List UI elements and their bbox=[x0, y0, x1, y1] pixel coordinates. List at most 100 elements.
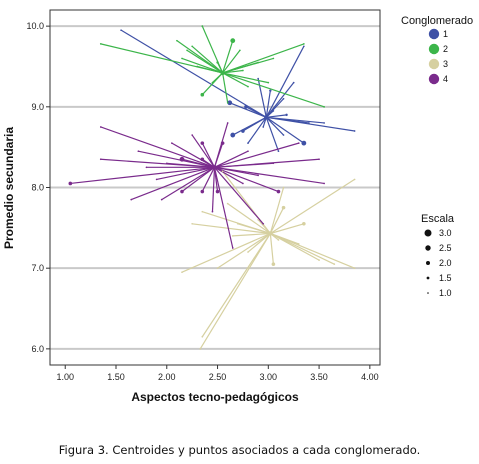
cluster-2-point bbox=[201, 25, 204, 27]
cluster-2-point bbox=[323, 105, 325, 108]
cluster-4-point bbox=[276, 189, 281, 194]
cluster-2-link bbox=[222, 69, 243, 74]
y-axis-title: Promedio secundaria bbox=[2, 127, 16, 249]
cluster-1-link bbox=[265, 46, 305, 118]
cluster-4-link bbox=[214, 166, 259, 176]
cluster-2-link bbox=[222, 72, 249, 88]
cluster-1-link bbox=[265, 90, 271, 118]
cluster-3-point bbox=[353, 267, 356, 270]
size-legend-label: 2.0 bbox=[439, 258, 452, 268]
size-legend-label: 1.5 bbox=[439, 273, 452, 283]
cluster-4-link bbox=[191, 134, 215, 168]
cluster-2-point bbox=[272, 57, 275, 60]
size-legend-label: 2.5 bbox=[439, 243, 452, 253]
cluster-3-link bbox=[199, 233, 271, 350]
cluster-4-link bbox=[214, 166, 264, 225]
gridlines bbox=[50, 25, 380, 350]
cluster-1-centroid bbox=[264, 115, 269, 120]
cluster-1-point bbox=[303, 45, 305, 48]
cluster-3-link bbox=[201, 233, 271, 338]
cluster-1-link bbox=[247, 116, 267, 144]
cluster-1-point bbox=[292, 81, 295, 84]
cluster-4-point bbox=[99, 158, 102, 161]
cluster-4-point bbox=[211, 210, 214, 213]
cluster-4-link bbox=[156, 166, 215, 181]
cluster-3-point bbox=[277, 239, 280, 241]
cluster-4-link bbox=[100, 126, 215, 168]
cluster-3-link bbox=[232, 232, 271, 237]
cluster-1-link bbox=[232, 116, 267, 136]
cluster-3-centroid bbox=[268, 231, 273, 236]
cluster-2-point bbox=[230, 38, 236, 44]
x-tick-label: 2.00 bbox=[158, 372, 176, 382]
cluster-3-point bbox=[282, 186, 285, 189]
cluster-2-link bbox=[222, 72, 229, 103]
cluster-2-centroid bbox=[220, 70, 225, 76]
cluster-1-point bbox=[282, 97, 285, 100]
cluster-2-point bbox=[181, 57, 183, 60]
cluster-3-point bbox=[201, 210, 204, 213]
legend-label-3: 3 bbox=[443, 59, 448, 69]
cluster-4-link bbox=[181, 158, 215, 168]
cluster-2-point bbox=[267, 81, 270, 84]
x-tick-label: 2.50 bbox=[209, 372, 227, 382]
cluster-3-link bbox=[270, 232, 335, 265]
cluster-3-point bbox=[181, 271, 183, 274]
cluster-4-link bbox=[211, 167, 216, 212]
cluster-2-link bbox=[222, 40, 234, 74]
cluster-3-link bbox=[181, 232, 271, 273]
cluster-3-point bbox=[216, 267, 219, 270]
cluster-3-point bbox=[231, 235, 234, 237]
cluster-4-point bbox=[200, 141, 205, 145]
x-tick-label: 1.00 bbox=[56, 372, 74, 382]
cluster-4-link bbox=[214, 166, 279, 193]
cluster-3-link bbox=[227, 203, 271, 234]
cluster-4-link bbox=[70, 166, 215, 185]
cluster-1-point bbox=[353, 130, 356, 132]
cluster-2-point bbox=[176, 39, 178, 42]
cluster-1-point bbox=[257, 77, 259, 80]
cluster-4-point bbox=[155, 178, 158, 181]
y-tick-label: 10.0 bbox=[26, 21, 44, 31]
legend-swatch-1 bbox=[428, 28, 440, 40]
legend-label-2: 2 bbox=[443, 44, 448, 54]
cluster-4-point bbox=[318, 158, 320, 161]
cluster-4-point bbox=[247, 150, 249, 153]
size-legend-label: 1.0 bbox=[439, 288, 452, 298]
cluster-4-point bbox=[272, 162, 275, 165]
cluster-4-point bbox=[191, 134, 193, 136]
cluster-4-link bbox=[181, 166, 215, 193]
size-legend-marker bbox=[425, 245, 431, 251]
size-legend-marker bbox=[427, 292, 429, 294]
cluster-1-link bbox=[120, 29, 267, 118]
y-axis-ticks: 6.0 7.0 8.0 9.0 10.0 bbox=[26, 21, 50, 354]
cluster-4-link bbox=[214, 150, 249, 168]
cluster-2-link bbox=[222, 57, 274, 74]
cluster-4-point bbox=[242, 182, 244, 185]
cluster-3-point bbox=[191, 222, 193, 225]
cluster-3-point bbox=[297, 243, 300, 245]
size-legend: Escala 3.0 2.5 2.0 1.5 1.0 bbox=[421, 213, 455, 298]
cluster-4-link bbox=[213, 122, 229, 168]
cluster-4-link bbox=[131, 166, 215, 201]
cluster-4-point bbox=[99, 126, 102, 128]
cluster-2-point bbox=[216, 61, 219, 64]
cluster-3-link bbox=[270, 223, 305, 235]
cluster-4-point bbox=[68, 181, 73, 186]
cluster-2-link bbox=[181, 57, 223, 74]
cluster-1-point bbox=[308, 122, 310, 124]
x-tick-label: 1.50 bbox=[107, 372, 125, 382]
cluster-4-link bbox=[201, 167, 216, 192]
size-legend-marker bbox=[426, 261, 430, 265]
cluster-4-point bbox=[226, 122, 229, 124]
cluster-4-point bbox=[137, 150, 140, 153]
cluster-3-link bbox=[192, 223, 271, 235]
size-legend-label: 3.0 bbox=[439, 228, 452, 238]
cluster-4-point bbox=[160, 198, 163, 201]
cluster-3-point bbox=[333, 263, 336, 265]
cluster-2-point bbox=[242, 69, 244, 72]
cluster-1-point bbox=[227, 100, 233, 106]
cluster-4-point bbox=[323, 182, 325, 185]
cluster-2-link bbox=[222, 49, 241, 74]
size-legend-marker bbox=[424, 229, 432, 237]
